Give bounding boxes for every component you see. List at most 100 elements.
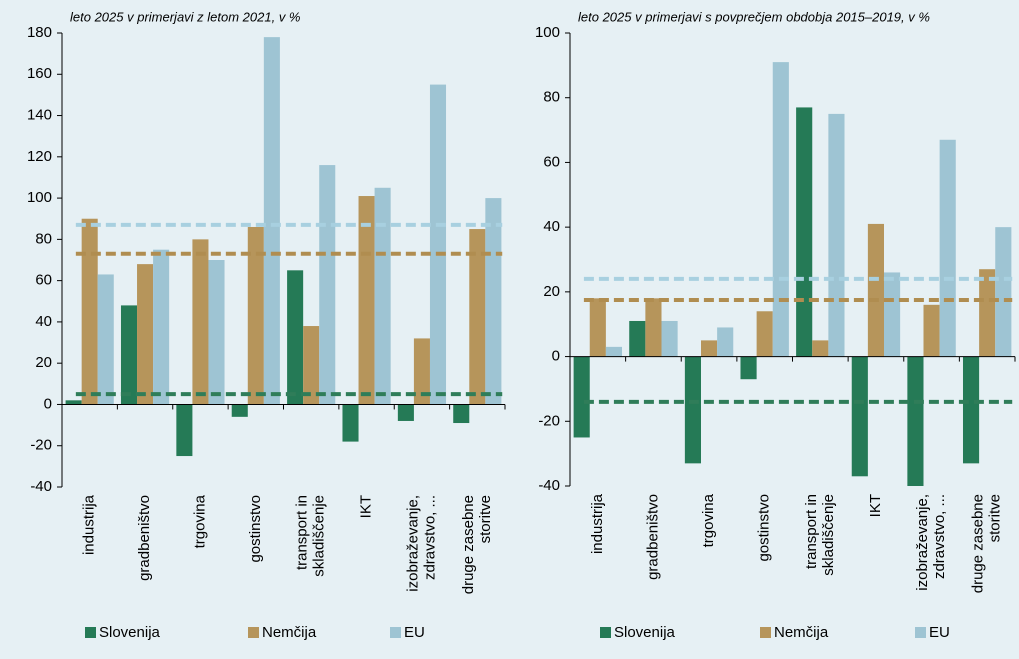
legend-label: Slovenija <box>99 624 161 641</box>
bar <box>485 198 502 405</box>
bar <box>137 264 154 405</box>
bar <box>979 269 996 357</box>
legend-label: Slovenija <box>614 624 676 641</box>
y-tick-label: 20 <box>35 354 52 371</box>
y-tick-label: -20 <box>538 412 560 429</box>
y-tick-label: 140 <box>27 107 52 124</box>
y-tick-label: 0 <box>44 395 52 412</box>
legend-swatch <box>248 627 259 638</box>
bar <box>589 298 606 357</box>
legend-swatch <box>600 627 611 638</box>
bar <box>287 270 304 405</box>
bar <box>772 62 789 357</box>
x-tick-label: druge zasebnestoritve <box>970 494 1004 593</box>
y-tick-label: 80 <box>543 89 560 106</box>
bar <box>319 165 336 405</box>
y-tick-label: 60 <box>35 272 52 289</box>
bar <box>884 272 901 357</box>
legend-swatch <box>85 627 96 638</box>
bar <box>867 223 885 357</box>
bar <box>208 260 225 405</box>
bar <box>397 404 414 421</box>
x-tick-label: gostinstvo <box>247 495 264 563</box>
bar <box>756 311 773 357</box>
y-tick-label: 160 <box>27 65 52 82</box>
x-tick-label: gradbeništvo <box>136 495 153 581</box>
y-tick-label: 40 <box>35 313 52 330</box>
y-tick-label: 80 <box>35 230 52 247</box>
legend-swatch <box>390 627 401 638</box>
bar <box>629 320 646 357</box>
x-tick-label: gradbeništvo <box>644 494 661 580</box>
x-tick-label: gostinstvo <box>756 494 773 562</box>
bar <box>120 305 138 405</box>
bar <box>429 84 447 405</box>
bar <box>605 346 623 357</box>
bar <box>176 404 193 457</box>
x-tick-label: trgovina <box>191 494 208 548</box>
x-tick-label: transport inskladiščenje <box>803 494 837 576</box>
y-tick-label: 40 <box>543 218 560 235</box>
bar <box>573 356 590 438</box>
y-tick-label: 100 <box>535 24 560 41</box>
bar <box>923 304 940 357</box>
bar <box>796 107 813 357</box>
bar <box>717 327 734 357</box>
x-tick-label: transport inskladiščenje <box>294 495 328 577</box>
bar <box>413 338 430 405</box>
legend-label: EU <box>929 624 950 641</box>
bar <box>303 326 320 405</box>
bar <box>962 356 980 464</box>
y-tick-label: -40 <box>538 477 560 494</box>
legend-swatch <box>760 627 771 638</box>
bar <box>907 356 924 486</box>
y-tick-label: 20 <box>543 283 560 300</box>
bar <box>469 229 486 405</box>
bar <box>939 139 956 357</box>
bar <box>374 187 391 405</box>
bar <box>661 320 678 357</box>
y-tick-label: 60 <box>543 153 560 170</box>
bar <box>153 249 170 405</box>
bar <box>247 226 264 405</box>
bar <box>97 274 114 405</box>
y-tick-label: -40 <box>30 478 52 495</box>
x-tick-label: IKT <box>867 494 884 517</box>
x-tick-label: trgovina <box>700 493 717 547</box>
x-tick-label: druge zasebnestoritve <box>460 495 494 594</box>
x-tick-label: izobraževanje,zdravstvo, ... <box>914 494 948 591</box>
y-tick-label: -20 <box>30 437 52 454</box>
bar <box>231 404 248 417</box>
x-tick-label: industrija <box>81 494 98 555</box>
bar <box>700 340 718 357</box>
bar <box>342 404 359 442</box>
bar <box>995 227 1012 357</box>
bar <box>645 298 662 357</box>
bar <box>192 239 209 405</box>
y-tick-label: 180 <box>27 24 52 41</box>
x-tick-label: industrija <box>589 493 606 554</box>
bar <box>65 400 82 405</box>
x-tick-label: IKT <box>358 495 375 518</box>
legend-label: Nemčija <box>262 624 317 641</box>
bar <box>851 356 868 477</box>
bar <box>263 37 280 405</box>
y-tick-label: 120 <box>27 148 52 165</box>
legend-swatch <box>915 627 926 638</box>
bar <box>740 356 757 380</box>
y-tick-label: 100 <box>27 189 52 206</box>
bar <box>812 340 829 357</box>
bar <box>828 113 845 357</box>
x-tick-label: izobraževanje,zdravstvo, ... <box>404 495 438 592</box>
y-tick-label: 0 <box>552 348 560 365</box>
bar <box>358 196 375 405</box>
legend-label: EU <box>404 624 425 641</box>
chart-subtitle: leto 2025 v primerjavi z letom 2021, v % <box>70 9 301 24</box>
bar <box>684 356 701 464</box>
chart-subtitle: leto 2025 v primerjavi s povprečjem obdo… <box>578 9 930 24</box>
legend-label: Nemčija <box>774 624 829 641</box>
bar <box>81 218 98 405</box>
bar <box>453 404 470 424</box>
